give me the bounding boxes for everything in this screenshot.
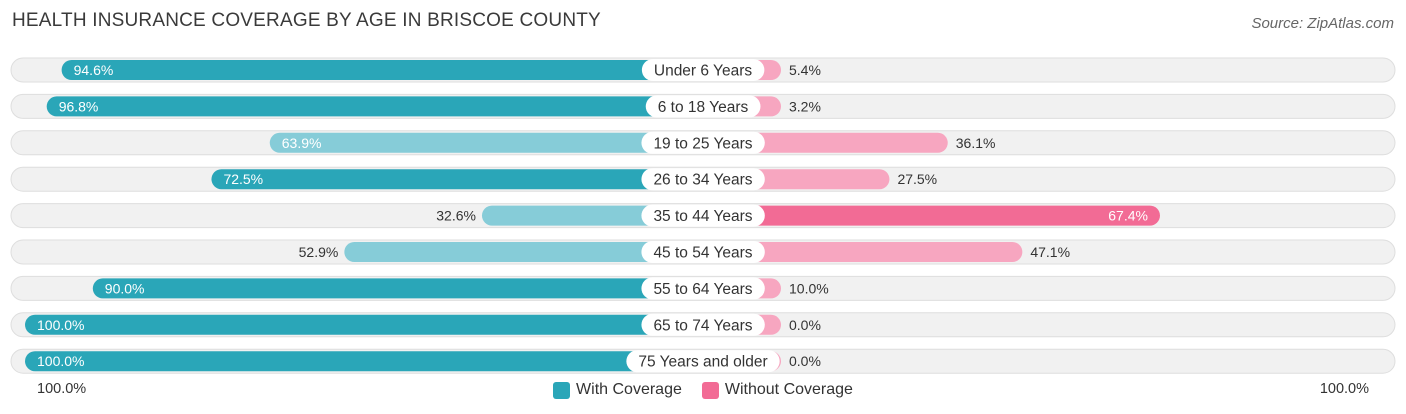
category-label-pill: [641, 241, 765, 263]
axis-left-label: 100.0%: [37, 381, 87, 397]
bar-with-coverage: [269, 132, 703, 153]
bar-without-coverage: [703, 205, 1160, 226]
value-label-without-coverage: 47.1%: [1030, 244, 1070, 260]
bar-with-coverage: [211, 169, 703, 190]
legend-swatch-with-coverage: [553, 381, 571, 399]
source-credit: Source: ZipAtlas.com: [1251, 15, 1394, 32]
category-label: 26 to 34 Years: [653, 172, 752, 189]
legend-label-without-coverage: Without Coverage: [724, 381, 853, 398]
value-label-without-coverage: 10.0%: [789, 280, 829, 296]
value-label-with-coverage: 52.9%: [299, 244, 339, 260]
bar-with-coverage: [61, 60, 703, 80]
value-label-with-coverage: 100.0%: [37, 353, 84, 369]
value-label-without-coverage: 5.4%: [789, 62, 821, 78]
axis-right-label: 100.0%: [1319, 381, 1369, 397]
value-label-without-coverage: 0.0%: [789, 353, 821, 369]
category-label-pill: [641, 313, 765, 336]
value-label-with-coverage: 96.8%: [59, 98, 99, 114]
category-label-pill: [626, 350, 780, 373]
category-label: 45 to 54 Years: [653, 245, 752, 262]
category-label-pill: [641, 59, 765, 81]
value-label-without-coverage: 0.0%: [789, 317, 821, 333]
category-label-pill: [641, 168, 765, 191]
category-label: 19 to 25 Years: [653, 135, 752, 152]
bar-with-coverage: [92, 278, 704, 299]
category-label-pill: [641, 277, 765, 300]
bar-with-coverage: [46, 96, 704, 117]
value-label-with-coverage: 32.6%: [436, 208, 476, 224]
category-label: 6 to 18 Years: [658, 99, 749, 116]
chart-title: HEALTH INSURANCE COVERAGE BY AGE IN BRIS…: [12, 10, 601, 31]
value-label-with-coverage: 100.0%: [37, 317, 84, 333]
category-label: 55 to 64 Years: [653, 281, 752, 298]
chart-area: Under 6 Years 94.6% 5.4% 6 to 18 Years 96.8%…: [10, 57, 1396, 374]
legend-item-with-coverage: With Coverage: [553, 380, 682, 400]
category-label-pill: [645, 95, 761, 118]
value-label-without-coverage: 27.5%: [897, 171, 937, 187]
value-label-without-coverage: 67.4%: [1108, 208, 1148, 224]
value-label-with-coverage: 94.6%: [74, 62, 114, 78]
bar-without-coverage: [703, 132, 948, 153]
category-label: 75 Years and older: [638, 354, 767, 371]
category-label: 65 to 74 Years: [653, 317, 752, 334]
value-label-with-coverage: 63.9%: [282, 135, 322, 151]
bar-with-coverage: [25, 314, 703, 335]
legend-swatch-without-coverage: [701, 381, 719, 399]
value-label-without-coverage: 36.1%: [956, 135, 996, 151]
category-label: 35 to 44 Years: [653, 208, 752, 225]
bar-without-coverage: [703, 242, 1023, 262]
value-label-with-coverage: 90.0%: [105, 280, 145, 296]
legend: With Coverage Without Coverage: [0, 380, 1406, 400]
category-label-pill: [641, 131, 765, 154]
value-label-without-coverage: 3.2%: [789, 98, 821, 114]
bar-with-coverage: [344, 242, 703, 262]
bar-with-coverage: [25, 351, 703, 372]
legend-label-with-coverage: With Coverage: [576, 381, 682, 398]
category-label-pill: [641, 204, 765, 227]
legend-item-without-coverage: Without Coverage: [701, 380, 853, 400]
category-label: Under 6 Years: [654, 63, 752, 80]
value-label-with-coverage: 72.5%: [223, 171, 263, 187]
